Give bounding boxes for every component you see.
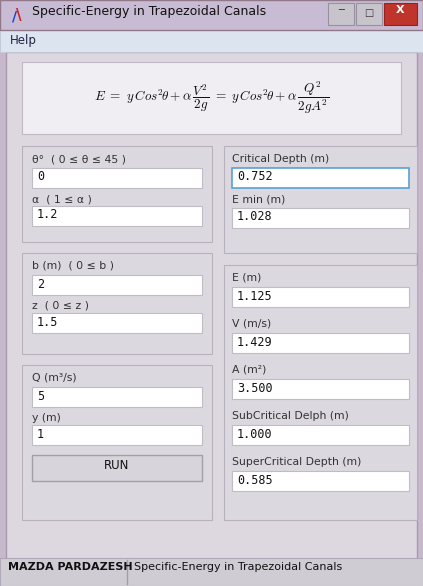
Text: α  ( 1 ≤ α ): α ( 1 ≤ α ) [32, 194, 92, 204]
Bar [384, 3, 417, 25]
Bar [32, 168, 202, 188]
Text: 1.5: 1.5 [37, 315, 58, 329]
Bar [22, 62, 401, 134]
Text: 1: 1 [37, 428, 44, 441]
Text: MAZDA PARDAZESH: MAZDA PARDAZESH [8, 562, 133, 572]
Text: /: / [12, 10, 17, 24]
Text: 3.500: 3.500 [237, 381, 273, 394]
Text: E (m): E (m) [232, 273, 261, 283]
Bar [356, 3, 382, 25]
Text: 5: 5 [37, 390, 44, 403]
Text: y (m): y (m) [32, 413, 61, 423]
Text: 0.752: 0.752 [237, 171, 273, 183]
Text: V (m/s): V (m/s) [232, 319, 271, 329]
Bar [32, 425, 202, 445]
Text: 0.585: 0.585 [237, 473, 273, 486]
Bar [224, 265, 417, 520]
Text: 0: 0 [37, 171, 44, 183]
Bar [22, 253, 212, 354]
Text: SuperCritical Depth (m): SuperCritical Depth (m) [232, 457, 361, 467]
Text: Q (m³/s): Q (m³/s) [32, 373, 77, 383]
Bar [32, 206, 202, 226]
Text: 2: 2 [37, 278, 44, 291]
Text: X: X [396, 5, 404, 15]
Bar [32, 455, 202, 481]
Text: Critical Depth (m): Critical Depth (m) [232, 154, 329, 164]
Text: $E\ =\ y\,Cos^2\!\theta + \alpha\,\dfrac{V^2}{2g}\ =\ y\,Cos^2\!\theta + \alpha\: $E\ =\ y\,Cos^2\!\theta + \alpha\,\dfrac… [94, 80, 330, 117]
Text: Specific-Energy in Trapezoidal Canals: Specific-Energy in Trapezoidal Canals [134, 562, 342, 572]
Bar [232, 471, 409, 491]
Text: 1.028: 1.028 [237, 210, 273, 223]
Text: 1.429: 1.429 [237, 336, 273, 349]
Text: z  ( 0 ≤ z ): z ( 0 ≤ z ) [32, 301, 89, 311]
Bar [0, 558, 423, 586]
Bar [232, 379, 409, 399]
Text: Help: Help [10, 34, 37, 47]
Bar [328, 3, 354, 25]
Bar [22, 146, 212, 242]
Bar [0, 0, 423, 30]
Bar [22, 365, 212, 520]
Text: A (m²): A (m²) [232, 365, 266, 375]
Bar [32, 313, 202, 333]
Bar [232, 333, 409, 353]
Text: θ°  ( 0 ≤ θ ≤ 45 ): θ° ( 0 ≤ θ ≤ 45 ) [32, 154, 126, 164]
Bar [232, 287, 409, 307]
Text: Specific-Energy in Trapezoidal Canals: Specific-Energy in Trapezoidal Canals [32, 5, 266, 18]
Bar [232, 168, 409, 188]
Bar [232, 208, 409, 228]
Text: SubCritical Delph (m): SubCritical Delph (m) [232, 411, 349, 421]
Bar [232, 425, 409, 445]
Text: 1.000: 1.000 [237, 428, 273, 441]
Text: E min (m): E min (m) [232, 194, 286, 204]
Text: RUN: RUN [104, 459, 130, 472]
Text: 1.2: 1.2 [37, 209, 58, 222]
Bar [32, 387, 202, 407]
Bar [224, 146, 417, 253]
Text: □: □ [364, 8, 374, 18]
Text: ─: ─ [338, 5, 344, 15]
Text: b (m)  ( 0 ≤ b ): b (m) ( 0 ≤ b ) [32, 261, 114, 271]
Bar [6, 52, 417, 562]
Bar [0, 30, 423, 52]
Bar [32, 275, 202, 295]
Text: 1.125: 1.125 [237, 289, 273, 302]
Text: \: \ [16, 8, 22, 23]
